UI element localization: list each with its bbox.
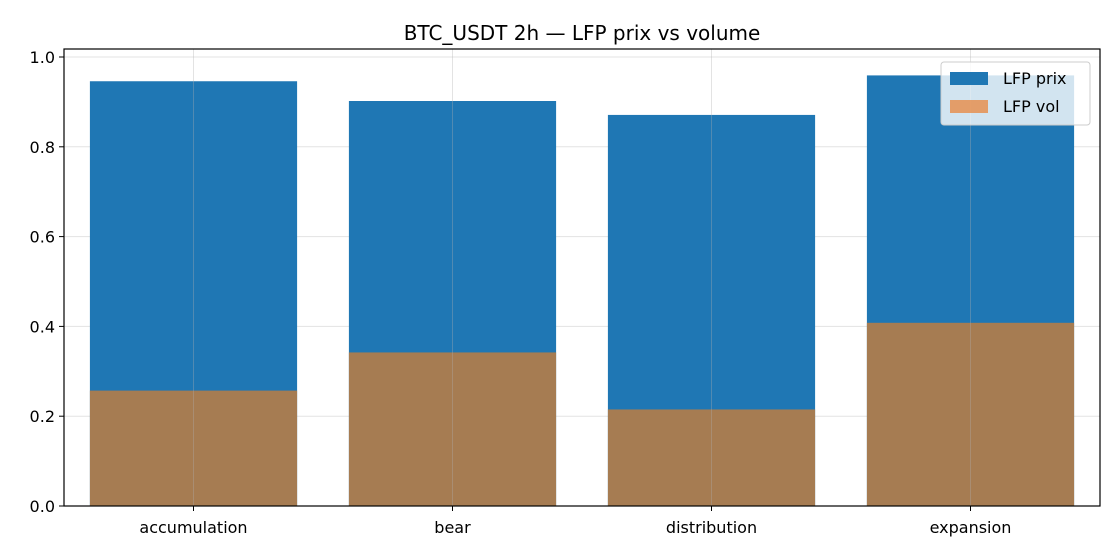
bar-lfp-vol [866,322,1075,506]
axis-ticks: 0.0 0.2 0.4 0.6 0.8 1.0 accumulation bear distri… [30,48,1012,537]
y-tick-label: 1.0 [30,48,55,67]
bar-lfp-vol [607,409,816,506]
y-tick-label: 0.0 [30,497,55,516]
legend-label: LFP vol [1003,97,1060,116]
x-tick-label: distribution [666,518,757,537]
y-tick-label: 0.4 [30,317,55,336]
x-tick-label: bear [434,518,471,537]
legend: LFP prix LFP vol [940,61,1091,126]
chart-title: BTC_USDT 2h — LFP prix vs volume [404,21,761,45]
bar-lfp-vol [89,390,298,506]
y-tick-label: 0.2 [30,407,55,426]
legend-label: LFP prix [1003,69,1067,88]
x-tick-label: accumulation [139,518,247,537]
y-tick-label: 0.6 [30,228,55,247]
plot-frame [63,48,1101,507]
y-tick-label: 0.8 [30,138,55,157]
bars [89,49,1075,507]
x-tick-label: expansion [930,518,1012,537]
legend-swatch [950,100,988,113]
bar-lfp-vol [348,352,557,506]
legend-swatch [950,72,988,85]
